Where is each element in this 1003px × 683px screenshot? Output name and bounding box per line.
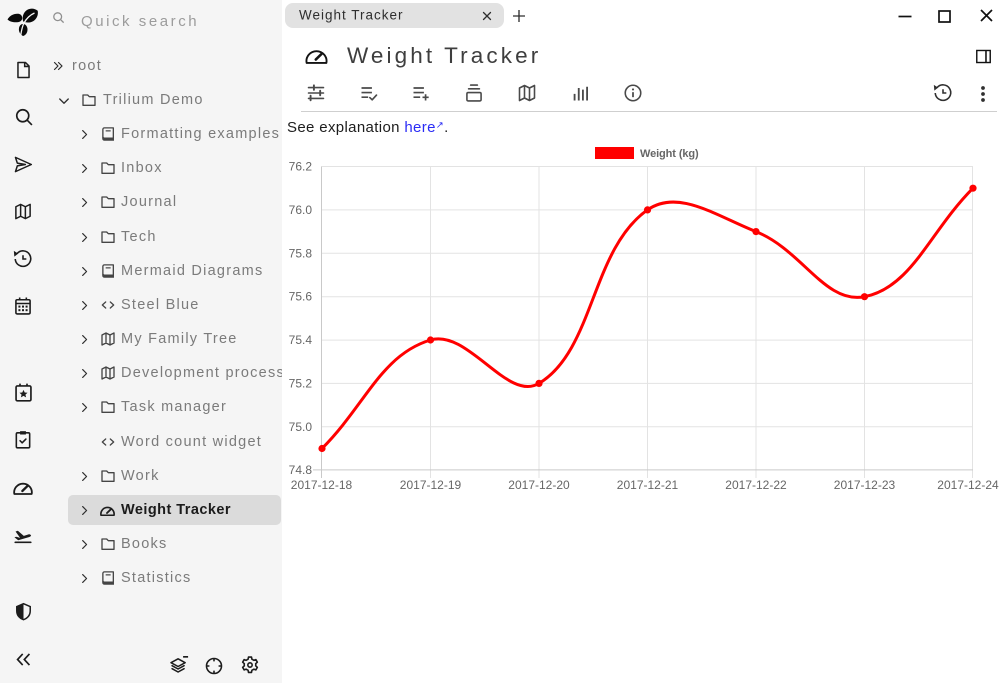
svg-text:75.2: 75.2 bbox=[289, 376, 313, 390]
svg-text:2017-12-19: 2017-12-19 bbox=[400, 478, 462, 492]
svg-text:2017-12-23: 2017-12-23 bbox=[834, 478, 896, 492]
svg-text:75.4: 75.4 bbox=[289, 333, 313, 347]
svg-text:75.6: 75.6 bbox=[289, 290, 313, 304]
svg-text:75.8: 75.8 bbox=[289, 246, 313, 260]
svg-text:2017-12-22: 2017-12-22 bbox=[725, 478, 787, 492]
svg-text:Weight (kg): Weight (kg) bbox=[640, 148, 699, 160]
svg-text:76.0: 76.0 bbox=[289, 203, 313, 217]
svg-text:2017-12-20: 2017-12-20 bbox=[508, 478, 570, 492]
svg-text:2017-12-24: 2017-12-24 bbox=[937, 478, 999, 492]
svg-text:74.8: 74.8 bbox=[289, 463, 313, 477]
svg-text:75.0: 75.0 bbox=[289, 420, 313, 434]
svg-text:76.2: 76.2 bbox=[289, 160, 313, 174]
svg-text:2017-12-21: 2017-12-21 bbox=[617, 478, 679, 492]
svg-text:2017-12-18: 2017-12-18 bbox=[291, 478, 353, 492]
